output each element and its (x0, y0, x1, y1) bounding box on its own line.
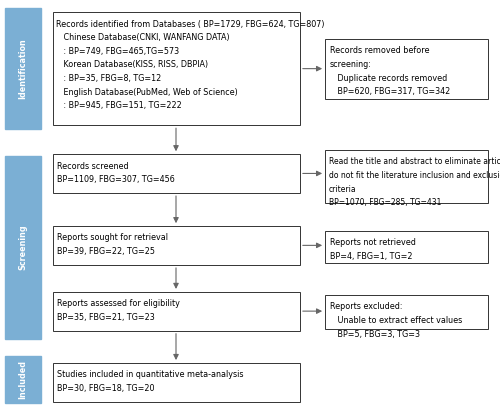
FancyBboxPatch shape (325, 231, 488, 263)
FancyBboxPatch shape (5, 156, 41, 339)
FancyBboxPatch shape (52, 226, 300, 265)
Text: : BP=945, FBG=151, TG=222: : BP=945, FBG=151, TG=222 (56, 101, 182, 110)
Text: Included: Included (18, 360, 28, 399)
Text: Chinese Database(CNKI, WANFANG DATA): Chinese Database(CNKI, WANFANG DATA) (56, 33, 230, 42)
FancyBboxPatch shape (52, 154, 300, 193)
FancyBboxPatch shape (325, 150, 488, 203)
Text: BP=1070, FBG=285, TG=431: BP=1070, FBG=285, TG=431 (329, 198, 442, 207)
Text: Reports not retrieved: Reports not retrieved (330, 238, 416, 247)
Text: BP=620, FBG=317, TG=342: BP=620, FBG=317, TG=342 (330, 87, 450, 96)
Text: Identification: Identification (18, 39, 28, 99)
Text: Records screened: Records screened (58, 162, 129, 171)
Text: do not fit the literature inclusion and exclusion: do not fit the literature inclusion and … (329, 171, 500, 180)
Text: Reports assessed for eligibility: Reports assessed for eligibility (58, 299, 180, 308)
FancyBboxPatch shape (52, 12, 300, 125)
Text: Studies included in quantitative meta-analysis: Studies included in quantitative meta-an… (58, 370, 244, 379)
FancyBboxPatch shape (52, 363, 300, 402)
Text: BP=4, FBG=1, TG=2: BP=4, FBG=1, TG=2 (330, 252, 412, 261)
FancyBboxPatch shape (325, 295, 488, 329)
FancyBboxPatch shape (5, 8, 41, 129)
Text: Duplicate records removed: Duplicate records removed (330, 74, 448, 83)
Text: BP=35, FBG=21, TG=23: BP=35, FBG=21, TG=23 (58, 313, 155, 322)
Text: : BP=749, FBG=465,TG=573: : BP=749, FBG=465,TG=573 (56, 47, 180, 56)
Text: BP=30, FBG=18, TG=20: BP=30, FBG=18, TG=20 (58, 384, 155, 393)
Text: Reports sought for retrieval: Reports sought for retrieval (58, 233, 168, 242)
Text: Reports excluded:: Reports excluded: (330, 302, 402, 312)
Text: Screening: Screening (18, 225, 28, 270)
Text: BP=1109, FBG=307, TG=456: BP=1109, FBG=307, TG=456 (58, 175, 176, 184)
Text: BP=39, FBG=22, TG=25: BP=39, FBG=22, TG=25 (58, 247, 156, 256)
Text: Records identified from Databases ( BP=1729, FBG=624, TG=807): Records identified from Databases ( BP=1… (56, 20, 325, 29)
Text: Records removed before: Records removed before (330, 46, 430, 55)
FancyBboxPatch shape (52, 292, 300, 331)
Text: criteria: criteria (329, 185, 356, 194)
Text: BP=5, FBG=3, TG=3: BP=5, FBG=3, TG=3 (330, 330, 420, 339)
FancyBboxPatch shape (325, 39, 488, 99)
Text: Read the title and abstract to eliminate articles that: Read the title and abstract to eliminate… (329, 157, 500, 166)
FancyBboxPatch shape (5, 356, 41, 403)
Text: Korean Database(KISS, RISS, DBPIA): Korean Database(KISS, RISS, DBPIA) (56, 60, 208, 69)
Text: screening:: screening: (330, 60, 372, 69)
Text: Unable to extract effect values: Unable to extract effect values (330, 316, 462, 325)
Text: : BP=35, FBG=8, TG=12: : BP=35, FBG=8, TG=12 (56, 74, 162, 83)
Text: English Database(PubMed, Web of Science): English Database(PubMed, Web of Science) (56, 88, 238, 97)
